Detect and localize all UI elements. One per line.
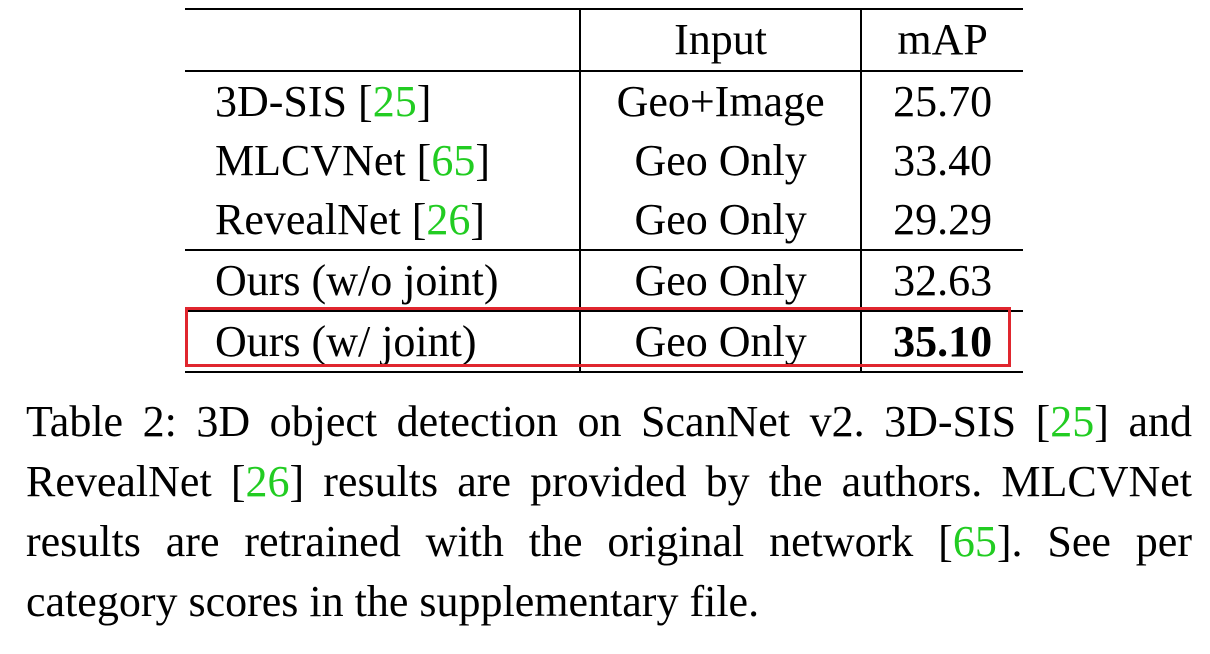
method-cell: 3D-SIS [25] [185,71,580,131]
table-row-highlighted: Ours (w/ joint) Geo Only 35.10 [185,310,1023,373]
input-cell: Geo Only [578,249,863,311]
citation-link[interactable]: 65 [431,135,476,185]
input-cell: Geo+Image [578,71,863,131]
header-map: mAP [861,8,1023,72]
citation-link[interactable]: 26 [426,194,471,244]
table-caption: Table 2: 3D object detection on ScanNet … [26,392,1192,632]
method-cell: Ours (w/o joint) [185,249,580,311]
method-cell: Ours (w/ joint) [185,310,580,373]
caption-text: ] results are provided by the authors. M… [26,457,1192,566]
citation-link[interactable]: 65 [952,517,997,566]
method-cell: MLCVNet [65] [185,131,580,190]
bracket: ] [475,135,490,185]
caption-text: ] and RevealNet [ [26,397,1193,506]
results-table-container: Input mAP 3D-SIS [25] Geo+Image 25.70 ML… [185,8,1023,373]
method-cell: RevealNet [26] [185,190,580,250]
table-header-row: Input mAP [185,8,1023,72]
table-row: Ours (w/o joint) Geo Only 32.63 [185,249,1023,311]
citation-link[interactable]: 26 [245,457,290,506]
citation-link[interactable]: 25 [1050,397,1095,446]
bracket: ] [416,76,432,126]
method-name: 3D-SIS [ [215,76,373,126]
method-name: MLCVNet [ [215,135,432,185]
input-cell: Geo Only [578,310,863,373]
header-method [185,8,580,72]
map-cell-best: 35.10 [861,310,1023,373]
table-row: RevealNet [26] Geo Only 29.29 [185,190,1023,250]
method-name: RevealNet [ [215,194,427,244]
map-cell: 33.40 [893,135,993,185]
map-cell: 25.70 [893,76,993,126]
input-cell: Geo Only [578,190,863,250]
table-row: MLCVNet [65] Geo Only 33.40 [185,131,1023,190]
caption-text: Table 2: 3D object detection on ScanNet … [26,397,1051,446]
results-table: Input mAP 3D-SIS [25] Geo+Image 25.70 ML… [185,8,1023,373]
input-cell: Geo Only [578,131,863,190]
table-row: 3D-SIS [25] Geo+Image 25.70 [185,71,1023,131]
bracket: ] [470,194,485,244]
map-cell: 29.29 [893,194,993,244]
header-input: Input [578,8,863,72]
citation-link[interactable]: 25 [372,76,417,126]
map-cell: 32.63 [861,249,1023,311]
caption-text: ]. See per category scores in the supple… [26,517,1192,626]
